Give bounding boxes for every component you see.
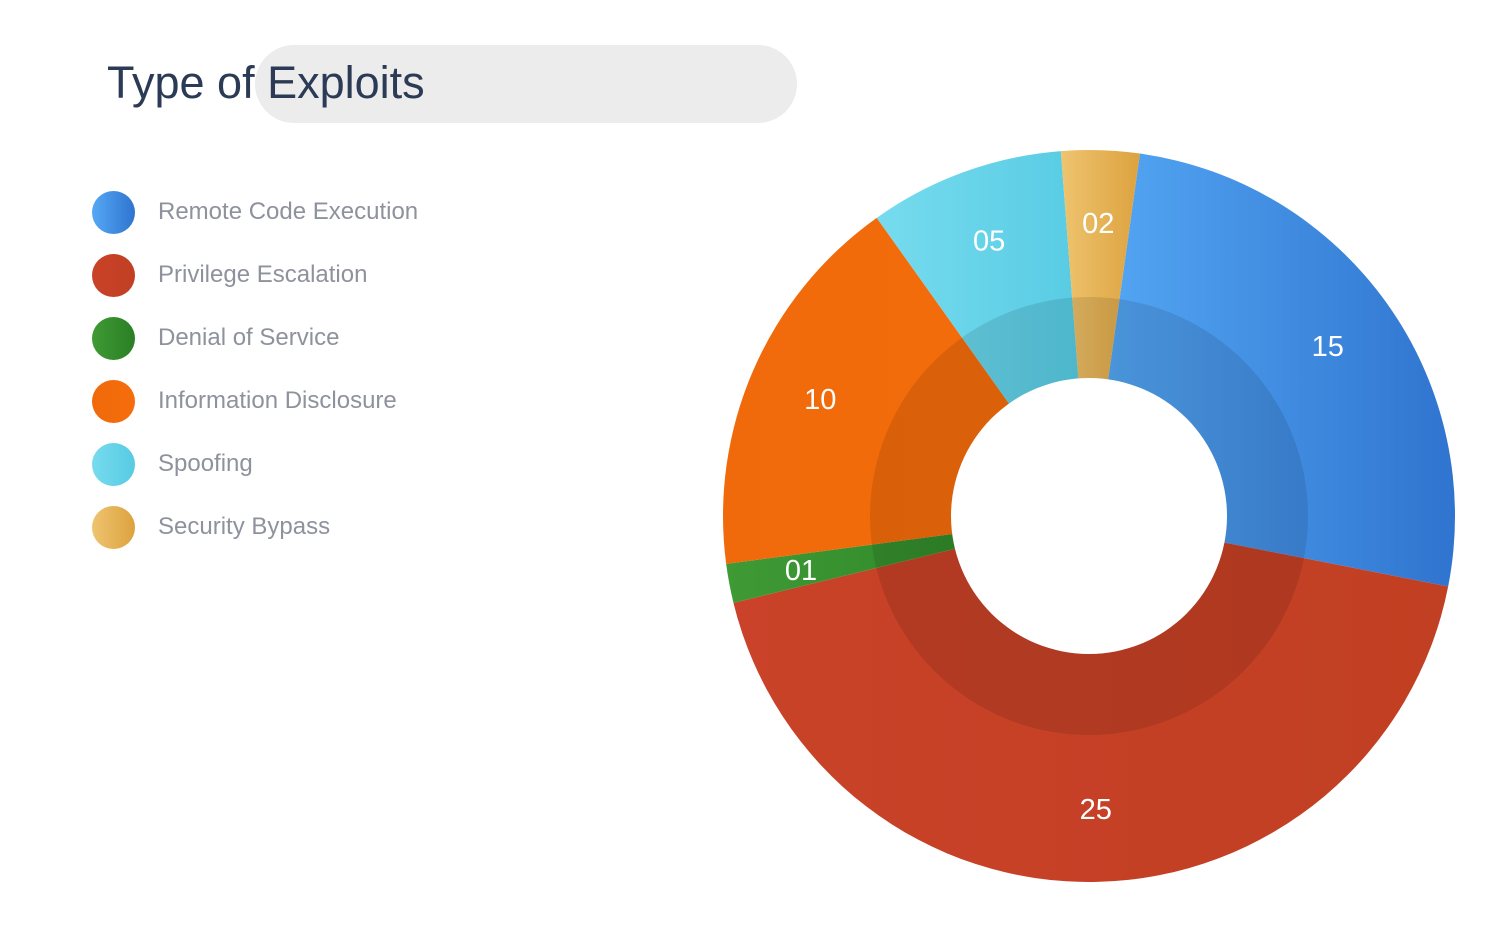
legend-swatch <box>92 505 135 549</box>
legend: Remote Code Execution Privilege Escalatio… <box>92 190 418 568</box>
chart-title: Type of Exploits <box>107 57 425 108</box>
legend-swatch <box>92 190 135 234</box>
legend-label: Remote Code Execution <box>158 198 419 225</box>
slice-value-label: 01 <box>785 555 817 587</box>
legend-label: Denial of Service <box>158 324 340 351</box>
slice-value-label: 05 <box>973 226 1005 258</box>
slice-privilege-escalation <box>733 516 1449 882</box>
legend-item-security-bypass: Security Bypass <box>92 505 418 549</box>
slice-value-label: 02 <box>1082 208 1114 240</box>
legend-label: Security Bypass <box>158 513 331 540</box>
legend-item-remote-code-execution: Remote Code Execution <box>92 190 418 234</box>
slice-value-label: 25 <box>1080 794 1112 826</box>
legend-label: Privilege Escalation <box>158 261 368 288</box>
legend-item-spoofing: Spoofing <box>92 442 418 486</box>
legend-label: Spoofing <box>158 450 253 477</box>
slice-value-label: 10 <box>804 384 836 416</box>
legend-item-privilege-escalation: Privilege Escalation <box>92 253 418 297</box>
legend-item-denial-of-service: Denial of Service <box>92 316 418 360</box>
legend-swatch <box>92 442 135 486</box>
slice-value-label: 15 <box>1312 331 1344 363</box>
legend-swatch <box>92 316 135 360</box>
legend-label: Information Disclosure <box>158 387 397 414</box>
slice-security-bypass <box>1060 150 1140 517</box>
legend-swatch <box>92 379 135 423</box>
title-highlight <box>255 45 797 123</box>
donut-hole <box>951 378 1227 654</box>
legend-swatch <box>92 253 135 297</box>
legend-item-information-disclosure: Information Disclosure <box>92 379 418 423</box>
